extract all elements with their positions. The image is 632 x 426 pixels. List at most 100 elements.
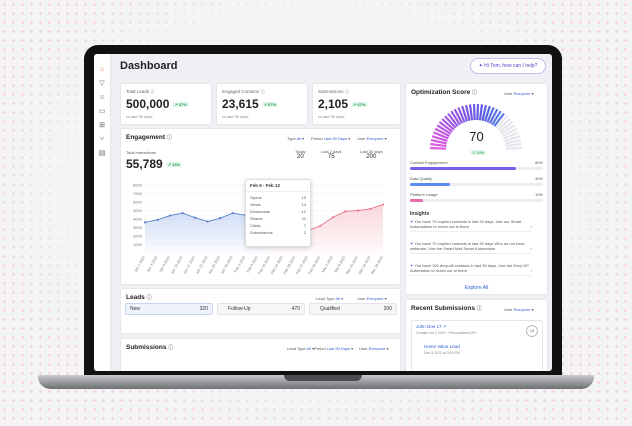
submitter-name[interactable]: John Doe 17 ↗ [416, 324, 447, 329]
x-tick-label: Jan 21 2023 [195, 256, 208, 275]
lead-type-filter[interactable]: Lead Type All ▾ [287, 346, 315, 351]
kpi-sub: vs last 90 days [318, 114, 345, 119]
data-point [168, 214, 172, 217]
section-title: Engagement [126, 134, 166, 141]
gauge-tick [505, 138, 522, 145]
assistant-button[interactable]: ✦ Hi Tom, how can I help? [470, 58, 546, 74]
period-filter[interactable]: Period Last 90 Days ▾ [314, 346, 354, 351]
gauge-tick [434, 127, 450, 138]
period-today: Today 20 [295, 149, 306, 160]
gauge-tick [450, 110, 461, 126]
progress-track [410, 167, 543, 170]
explore-all-link[interactable]: Explore All [464, 285, 489, 291]
sparkle-icon: ✦ [410, 241, 415, 246]
lead-type-filter[interactable]: Lead Type All ▾ [316, 296, 344, 301]
data-point [231, 211, 234, 215]
x-tick-label: Jan 13 2023 [170, 256, 183, 275]
info-icon[interactable]: ⓘ [146, 295, 152, 301]
leads-card: Leads ⓘ Lead Type All ▾ User Everyone ▾ … [120, 288, 401, 334]
tooltip-row: Shares 11 [250, 216, 306, 221]
x-tick-label: Jan 17 2023 [183, 256, 196, 275]
kpi-value: 23,615 [222, 97, 259, 111]
user-filter[interactable]: User Everyone ▾ [504, 307, 534, 312]
engagement-card: Engagement ⓘ Type All ▾ Period Last 90 D… [120, 128, 401, 285]
stage-qualified[interactable]: Qualified 200 [309, 303, 397, 315]
insights-title: Insights [410, 211, 430, 217]
stage-follow-up[interactable]: Follow-Up 470 [217, 303, 305, 315]
y-tick-label: 5000 [133, 208, 143, 213]
flow-icon[interactable]: ⑂ [99, 136, 105, 143]
user-filter[interactable]: User Everyone ▾ [357, 296, 387, 301]
user-filter[interactable]: User Everyone ▾ [359, 346, 389, 351]
progress-track [410, 183, 543, 186]
gauge-tick [481, 104, 488, 121]
user-filter[interactable]: User Everyone ▾ [504, 91, 534, 96]
submission-title[interactable]: Home Value Lead [424, 344, 460, 349]
gauge-tick [453, 108, 464, 124]
gauge-tick [430, 138, 447, 145]
gauge-tick [503, 131, 519, 140]
score-value: 70 [469, 129, 484, 144]
section-title: Recent Submissions [411, 305, 475, 312]
data-point [369, 207, 372, 210]
period-filter[interactable]: Period Last 90 Days ▾ [311, 136, 351, 141]
delta-badge: ↗ 13% [165, 162, 183, 168]
submission-item[interactable]: John Doe 17 ↗ Created Jul 2 2023 · Perso… [411, 320, 543, 371]
section-title: Submissions [126, 344, 167, 351]
kpi-label: Engaged Contacts [222, 89, 260, 94]
kpi-sub: vs last 90 days [126, 114, 153, 119]
stage-new[interactable]: New 320 [125, 303, 213, 315]
info-icon[interactable]: ⓘ [472, 90, 478, 96]
chart-tooltip: Feb 5 - Feb 12 Opens 10 Views 14 Downloads 12… [245, 179, 311, 247]
gauge-tick [429, 146, 447, 150]
sidebar: ⌂ ▽ ☺ ▭ ⊞ ⑂ ▤ [94, 54, 111, 371]
data-point [206, 220, 209, 223]
x-tick-label: Jan 1 2023 [134, 256, 146, 273]
submissions-card: Submissions ⓘ Lead Type All ▾ Period Las… [120, 338, 401, 371]
progress-fill [410, 167, 517, 170]
optimization-card: Optimization Score ⓘ User Everyone ▾ 70 … [405, 83, 548, 295]
x-tick-label: Jan 29 2023 [220, 256, 233, 275]
submission-date: Dec 8 2022 at 3:00 PM [424, 351, 460, 355]
tooltip-row: Opens 10 [250, 195, 306, 200]
data-point [319, 224, 322, 227]
info-icon[interactable]: ⓘ [476, 306, 482, 312]
x-tick-label: Jan 5 2023 [146, 256, 158, 273]
y-tick-label: 4000 [133, 217, 143, 222]
gauge-tick [441, 118, 455, 131]
x-tick-label: Feb 10 2023 [258, 256, 272, 275]
y-tick-label: 6000 [133, 200, 143, 205]
period-30-days: Last 30 days 200 [360, 149, 383, 160]
type-filter[interactable]: Type All ▾ [287, 136, 305, 141]
gauge-tick [472, 103, 476, 121]
insight-item[interactable]: ✦ You have 100 drop-off contacts in last… [410, 263, 532, 276]
add-icon[interactable]: ⊞ [99, 122, 105, 129]
score-factor: Platform Usage 10% [410, 192, 543, 208]
insight-item[interactable]: ✦ You have 70 expired contacts in last 3… [410, 219, 532, 232]
x-tick-label: Feb 2 2023 [234, 256, 247, 274]
x-tick-label: Jan 9 2023 [159, 256, 171, 273]
x-tick-label: Feb 6 2023 [246, 256, 259, 274]
y-tick-label: 8000 [133, 183, 143, 188]
info-icon[interactable]: ⓘ [344, 89, 350, 94]
sparkle-icon: ✦ [410, 219, 415, 224]
info-icon[interactable]: ⓘ [150, 89, 155, 94]
progress-track [410, 199, 543, 202]
contacts-icon[interactable]: ☺ [98, 94, 106, 101]
message-icon[interactable]: ▭ [98, 108, 106, 115]
info-icon[interactable]: ⓘ [168, 345, 174, 351]
filter-icon[interactable]: ▽ [99, 80, 105, 87]
gauge-tick [461, 105, 469, 122]
info-icon[interactable]: ⓘ [166, 135, 172, 141]
insight-item[interactable]: ✦ You have 70 expired contacts in last 3… [410, 241, 532, 254]
data-point [331, 216, 334, 219]
gauge-tick [464, 104, 471, 121]
calendar-icon[interactable]: ▤ [98, 150, 106, 157]
info-icon[interactable]: ⓘ [260, 89, 265, 94]
gauge-tick [502, 127, 518, 138]
home-icon[interactable]: ⌂ [99, 66, 105, 73]
user-filter[interactable]: User Everyone ▾ [357, 136, 387, 141]
page-title: Dashboard [120, 60, 178, 72]
total-label: Total interactions [126, 150, 157, 155]
x-tick-label: Feb 18 2023 [283, 256, 297, 275]
